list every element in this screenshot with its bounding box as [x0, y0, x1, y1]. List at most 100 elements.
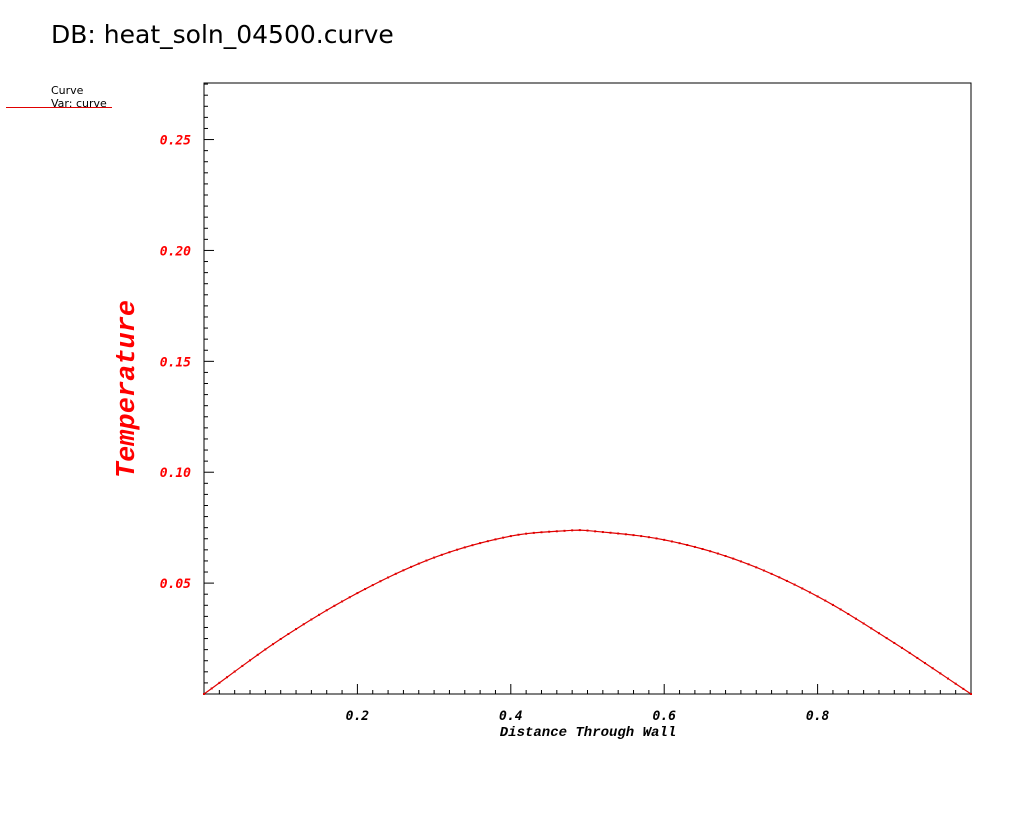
curve-point [893, 641, 896, 644]
curve-point [854, 617, 857, 620]
curve-point [663, 538, 666, 541]
y-axis-label: Temperature [113, 300, 143, 478]
curve-point [241, 664, 244, 667]
curve-point [701, 548, 704, 551]
curve-point [571, 529, 574, 532]
legend-swatch [6, 107, 112, 108]
curve-point [617, 532, 620, 535]
curve-point [517, 533, 520, 536]
curve-point [364, 588, 367, 591]
x-tick-label: 0.4 [499, 709, 523, 724]
curve-point [885, 637, 888, 640]
curve-point [310, 618, 313, 621]
x-tick-label: 0.8 [806, 709, 830, 724]
curve-point [678, 542, 681, 545]
legend: Curve Var: curve [6, 84, 116, 110]
y-axis-ticks [204, 83, 214, 684]
curve-point [578, 529, 581, 532]
x-axis-ticks [218, 684, 957, 694]
curve-point [256, 653, 259, 656]
curve-point [709, 550, 712, 553]
curve-point [778, 576, 781, 579]
curve-point [203, 693, 205, 695]
curve-point [962, 687, 965, 690]
curve-point [831, 603, 834, 606]
curve-point [525, 532, 528, 535]
curve-point [318, 613, 321, 616]
x-axis-label: Distance Through Wall [500, 725, 676, 741]
curve-point [946, 677, 949, 680]
y-tick-label: 0.25 [160, 134, 191, 149]
y-tick-label: 0.10 [160, 466, 191, 481]
curve-point [801, 587, 804, 590]
curve-point [839, 608, 842, 611]
series-curve-markers [203, 529, 972, 695]
curve-point [371, 584, 374, 587]
curve-point [785, 579, 788, 582]
curve-point [448, 551, 451, 554]
curve-point [279, 637, 282, 640]
curve-point [226, 676, 229, 679]
curve-point [908, 651, 911, 654]
curve-point [555, 530, 558, 533]
curve-point [348, 596, 351, 599]
curve-point [440, 553, 443, 556]
curve-point [632, 534, 635, 537]
curve-point [509, 535, 512, 538]
curve-point [356, 592, 359, 595]
curve-point [471, 544, 474, 547]
curve-point [333, 604, 336, 607]
legend-curve-label: Curve [51, 84, 84, 97]
curve-point [264, 648, 267, 651]
curve-point [456, 548, 459, 551]
curve-point [586, 529, 589, 532]
curve-point [877, 632, 880, 635]
curve-point [900, 646, 903, 649]
curve-point [302, 623, 305, 626]
curve-point [486, 540, 489, 543]
curve-point [770, 572, 773, 575]
curve-point [954, 682, 957, 685]
curve-point [433, 556, 436, 559]
curve-point [601, 531, 604, 534]
y-tick-label: 0.15 [160, 355, 191, 370]
curve-point [532, 531, 535, 534]
curve-point [970, 693, 972, 695]
curve-point [862, 622, 865, 625]
curve-point [594, 530, 597, 533]
curve-point [716, 552, 719, 555]
curve-point [793, 583, 796, 586]
x-tick-label: 0.6 [652, 709, 676, 724]
x-tick-label: 0.2 [346, 709, 370, 724]
curve-point [463, 546, 466, 549]
curve-point [724, 555, 727, 558]
y-axis-tick-labels: 0.05 0.10 0.15 0.20 0.25 [160, 134, 191, 593]
curve-point [655, 537, 658, 540]
curve-point [647, 536, 650, 539]
curve-point [916, 656, 919, 659]
curve-point [824, 599, 827, 602]
curve-point [923, 662, 926, 665]
curve-point [739, 560, 742, 563]
curve-point [732, 557, 735, 560]
curve-point [939, 672, 942, 675]
curve-point [218, 681, 221, 684]
curve-point [931, 667, 934, 670]
curve-point [287, 632, 290, 635]
curve-point [272, 643, 275, 646]
y-tick-label: 0.05 [160, 577, 191, 592]
curve-point [295, 628, 298, 631]
curve-point [410, 565, 413, 568]
legend-var-label: Var: curve [51, 97, 107, 110]
curve-point [425, 559, 428, 562]
curve-point [816, 595, 819, 598]
curve-point [502, 536, 505, 539]
plot-frame [203, 82, 972, 695]
curve-point [808, 591, 811, 594]
curve-point [747, 563, 750, 566]
curve-point [670, 540, 673, 543]
y-tick-label: 0.20 [160, 244, 191, 259]
curve-point [548, 530, 551, 533]
curve-point [540, 531, 543, 534]
